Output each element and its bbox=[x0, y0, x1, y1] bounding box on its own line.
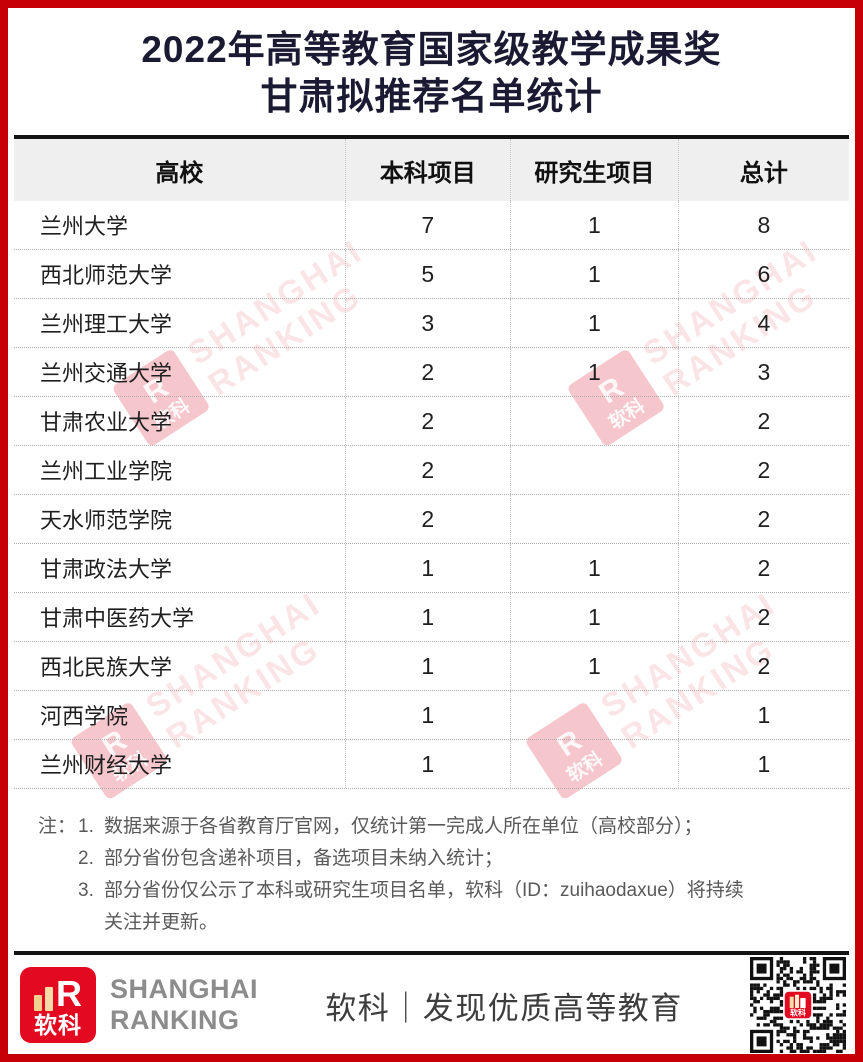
note-number: 2. bbox=[78, 848, 94, 869]
cell-total: 4 bbox=[677, 299, 849, 347]
cell-graduate bbox=[509, 397, 678, 445]
logo-text: 软科 bbox=[34, 1012, 82, 1038]
note-line: 关注并更新。 bbox=[78, 907, 849, 939]
cell-graduate bbox=[509, 446, 678, 494]
note-text: 数据来源于各省教育厅官网，仅统计第一完成人所在单位（高校部分）； bbox=[104, 816, 703, 837]
cell-total: 3 bbox=[677, 348, 849, 396]
note-text: 部分省份包含递补项目，备选项目未纳入统计； bbox=[104, 848, 504, 869]
stats-table: 高校 本科项目 研究生项目 总计 兰州大学 7 1 8 西北师范大学 5 1 6 兰州理工大学 3… bbox=[14, 135, 849, 789]
cell-school: 西北民族大学 bbox=[40, 655, 173, 680]
brand-line2: RANKING bbox=[110, 1005, 240, 1035]
cell-graduate bbox=[509, 495, 678, 543]
table-row: 河西学院 1 1 bbox=[14, 691, 849, 740]
cell-graduate: 1 bbox=[509, 250, 678, 298]
table-header-row: 高校 本科项目 研究生项目 总计 bbox=[14, 139, 849, 201]
cell-school: 河西学院 bbox=[40, 704, 129, 729]
note-line: 1. 数据来源于各省教育厅官网，仅统计第一完成人所在单位（高校部分）； bbox=[78, 811, 849, 843]
table-row: 兰州财经大学 1 1 bbox=[14, 740, 849, 789]
table-row: 天水师范学院 2 2 bbox=[14, 495, 849, 544]
svg-text:软科: 软科 bbox=[790, 1007, 806, 1017]
column-header-graduate: 研究生项目 bbox=[509, 139, 678, 201]
footer: R 软科 SHANGHAI RANKING 软科｜发现优质高等教育 软科 bbox=[14, 955, 849, 1054]
note-line: 2. 部分省份包含递补项目，备选项目未纳入统计； bbox=[78, 843, 849, 875]
cell-total: 6 bbox=[677, 250, 849, 298]
cell-undergrad: 2 bbox=[344, 446, 510, 494]
note-text: 关注并更新。 bbox=[104, 912, 219, 933]
cell-undergrad: 1 bbox=[344, 691, 510, 739]
cell-undergrad: 5 bbox=[344, 250, 510, 298]
cell-school: 兰州交通大学 bbox=[40, 361, 173, 386]
logo-r-glyph: R bbox=[56, 973, 82, 1014]
cell-total: 1 bbox=[677, 740, 849, 788]
cell-school: 兰州财经大学 bbox=[40, 753, 173, 778]
cell-school: 天水师范学院 bbox=[40, 508, 173, 533]
cell-graduate bbox=[509, 740, 678, 788]
table-row: 甘肃政法大学 1 1 2 bbox=[14, 544, 849, 593]
cell-total: 2 bbox=[677, 593, 849, 641]
cell-graduate: 1 bbox=[509, 299, 678, 347]
brand-wordmark: SHANGHAI RANKING bbox=[110, 974, 258, 1036]
cell-graduate: 1 bbox=[509, 348, 678, 396]
cell-undergrad: 1 bbox=[344, 544, 510, 592]
cell-undergrad: 2 bbox=[344, 348, 510, 396]
page-title-line2: 甘肃拟推荐名单统计 bbox=[260, 76, 603, 117]
cell-total: 8 bbox=[677, 201, 849, 249]
cell-graduate bbox=[509, 691, 678, 739]
table-body: 兰州大学 7 1 8 西北师范大学 5 1 6 兰州理工大学 3 1 4 兰州交通大学 2 1 3 甘肃农业大学… bbox=[14, 201, 849, 789]
notes-section: 注： 1. 数据来源于各省教育厅官网，仅统计第一完成人所在单位（高校部分）； 2. 部… bbox=[38, 811, 849, 939]
table-row: 西北师范大学 5 1 6 bbox=[14, 250, 849, 299]
qr-code: 软科 bbox=[750, 957, 846, 1053]
note-text: 部分省份仅公示了本科或研究生项目名单，软科（ID：zuihaodaxue）将持续 bbox=[104, 880, 744, 901]
cell-undergrad: 1 bbox=[344, 642, 510, 690]
cell-undergrad: 1 bbox=[344, 740, 510, 788]
cell-school: 甘肃中医药大学 bbox=[40, 606, 195, 631]
cell-total: 2 bbox=[677, 642, 849, 690]
cell-undergrad: 7 bbox=[344, 201, 510, 249]
footer-slogan: 软科｜发现优质高等教育 bbox=[325, 990, 683, 1026]
table-row: 西北民族大学 1 1 2 bbox=[14, 642, 849, 691]
column-header-undergrad: 本科项目 bbox=[344, 139, 510, 201]
column-header-school: 高校 bbox=[155, 159, 204, 187]
cell-graduate: 1 bbox=[509, 201, 678, 249]
page-title: 2022年高等教育国家级教学成果奖 甘肃拟推荐名单统计 bbox=[8, 8, 855, 120]
cell-total: 2 bbox=[677, 495, 849, 543]
table-row: 兰州大学 7 1 8 bbox=[14, 201, 849, 250]
table-row: 兰州交通大学 2 1 3 bbox=[14, 348, 849, 397]
note-number: 1. bbox=[78, 816, 94, 837]
column-header-total: 总计 bbox=[677, 139, 849, 201]
table-row: 兰州理工大学 3 1 4 bbox=[14, 299, 849, 348]
page-title-line1: 2022年高等教育国家级教学成果奖 bbox=[141, 29, 722, 70]
brand-line1: SHANGHAI bbox=[110, 974, 259, 1004]
notes-label: 注： bbox=[38, 816, 77, 837]
cell-total: 2 bbox=[677, 446, 849, 494]
cell-graduate: 1 bbox=[509, 593, 678, 641]
cell-school: 兰州理工大学 bbox=[40, 312, 173, 337]
cell-undergrad: 3 bbox=[344, 299, 510, 347]
cell-undergrad: 1 bbox=[344, 593, 510, 641]
cell-graduate: 1 bbox=[509, 642, 678, 690]
notes-lines: 1. 数据来源于各省教育厅官网，仅统计第一完成人所在单位（高校部分）； 2. 部分省份… bbox=[38, 811, 849, 939]
cell-undergrad: 2 bbox=[344, 397, 510, 445]
footer-divider bbox=[14, 951, 849, 955]
note-line: 3. 部分省份仅公示了本科或研究生项目名单，软科（ID：zuihaodaxue）将… bbox=[78, 875, 849, 907]
cell-school: 甘肃农业大学 bbox=[40, 410, 173, 435]
cell-total: 2 bbox=[677, 544, 849, 592]
cell-total: 1 bbox=[677, 691, 849, 739]
cell-school: 兰州大学 bbox=[40, 214, 129, 239]
note-number: 3. bbox=[78, 880, 94, 901]
note-number bbox=[78, 907, 104, 939]
cell-school: 西北师范大学 bbox=[40, 263, 173, 288]
cell-school: 甘肃政法大学 bbox=[40, 557, 173, 582]
shanghairanking-logo-icon: R 软科 bbox=[20, 967, 96, 1043]
logo-barchart-icon: R bbox=[34, 973, 82, 1014]
cell-school: 兰州工业学院 bbox=[40, 459, 173, 484]
cell-undergrad: 2 bbox=[344, 495, 510, 543]
table-row: 甘肃中医药大学 1 1 2 bbox=[14, 593, 849, 642]
cell-total: 2 bbox=[677, 397, 849, 445]
table-row: 兰州工业学院 2 2 bbox=[14, 446, 849, 495]
cell-graduate: 1 bbox=[509, 544, 678, 592]
table-row: 甘肃农业大学 2 2 bbox=[14, 397, 849, 446]
